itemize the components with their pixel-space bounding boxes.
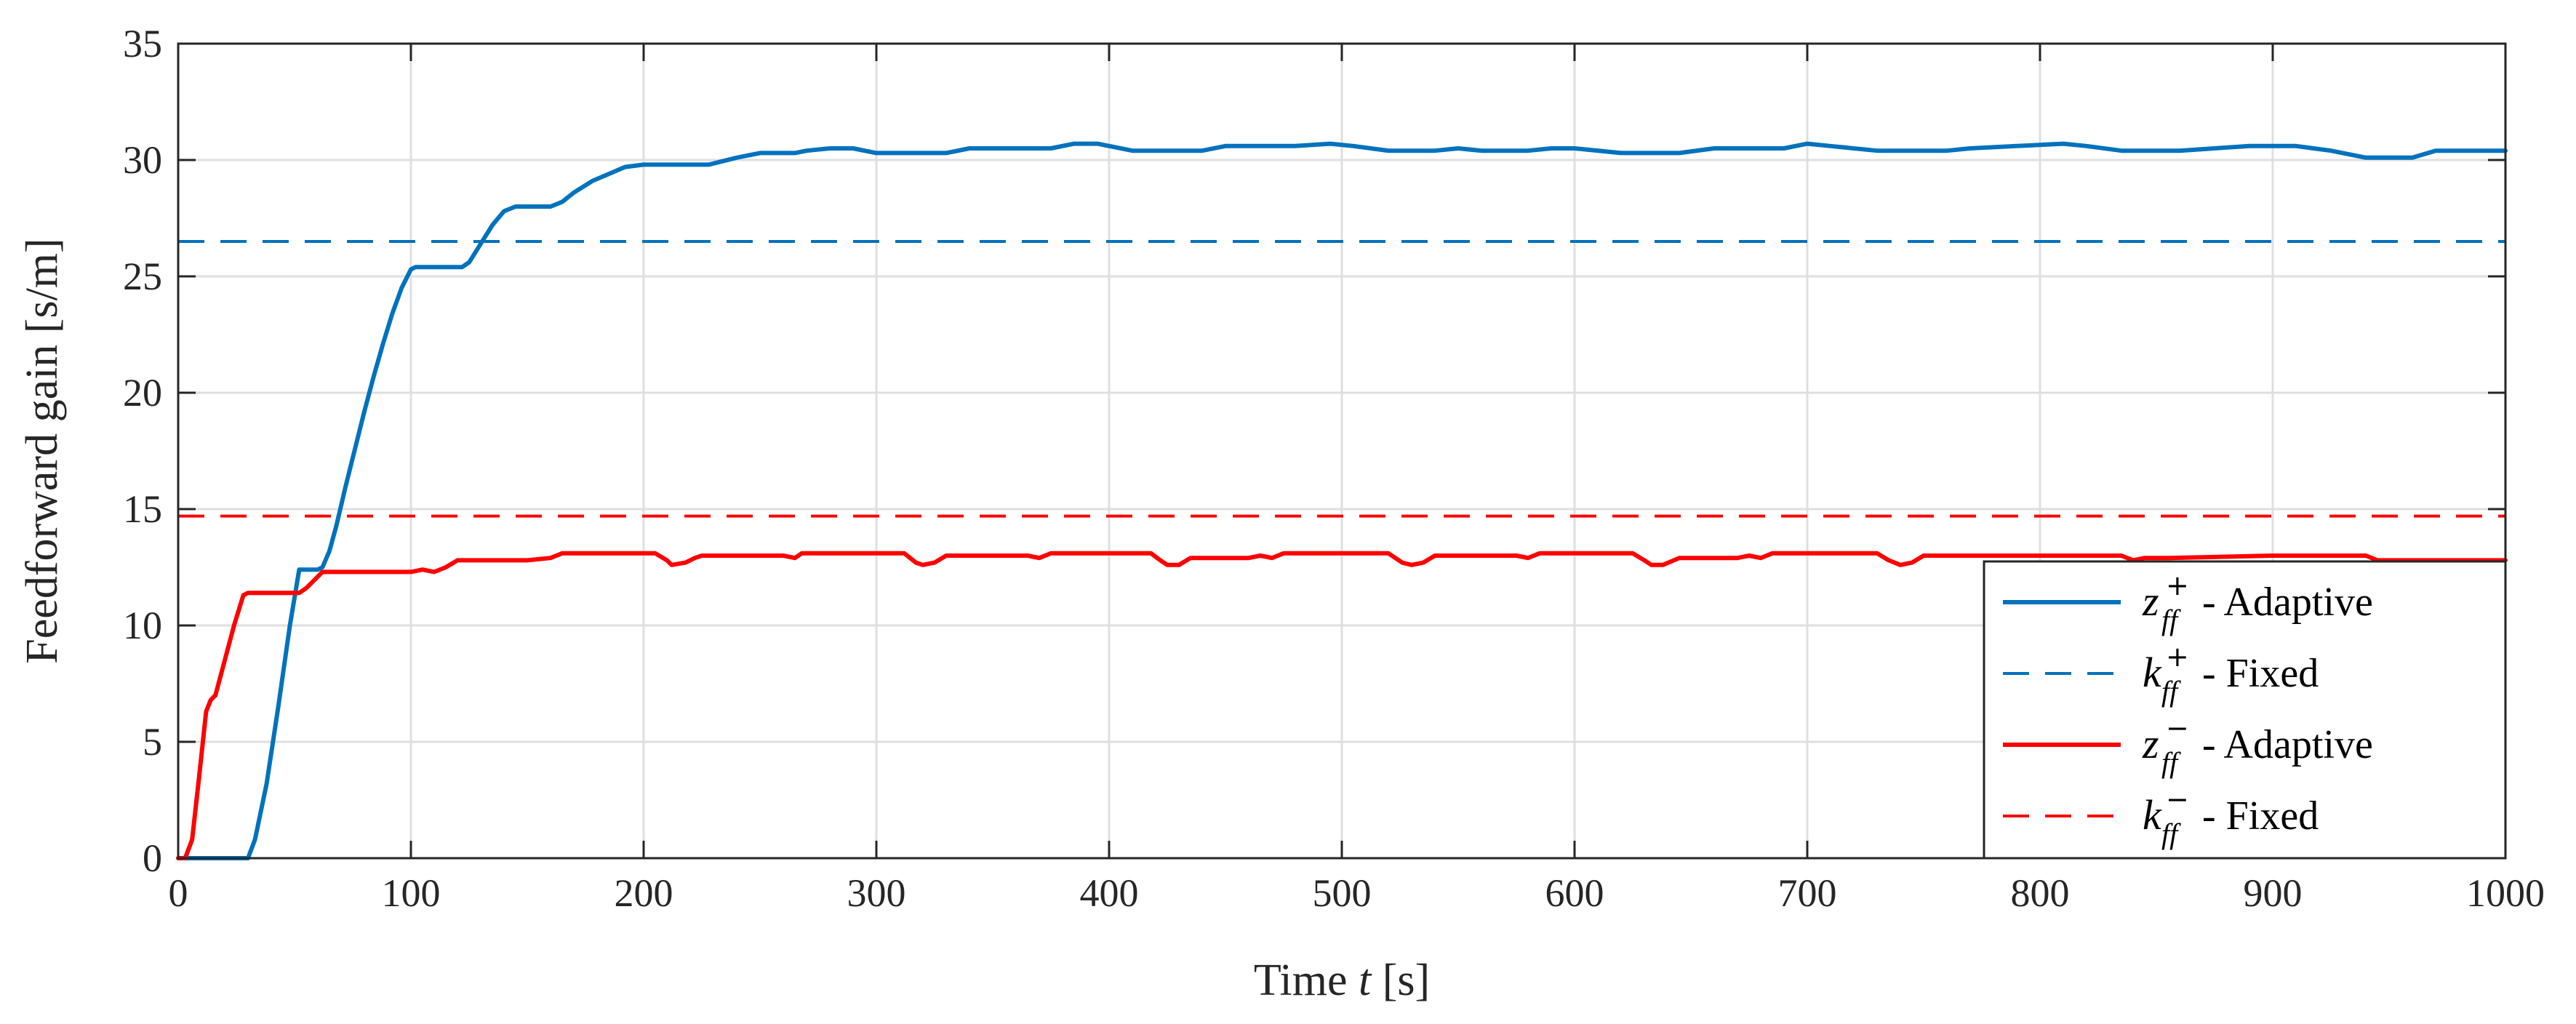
legend-label: - Adaptive (2202, 722, 2373, 767)
legend-entry-2: z −ff - Adaptive (2142, 712, 2373, 779)
legend-superscript: + (2166, 641, 2189, 673)
series-line-2 (176, 551, 2508, 860)
legend-entry-3: k −ff - Fixed (2143, 783, 2319, 850)
y-tick-label: 10 (123, 604, 162, 647)
x-tick-label: 800 (2011, 871, 2070, 915)
x-tick-label: 700 (1778, 871, 1837, 915)
legend-label: - Fixed (2202, 651, 2319, 696)
y-tick-label: 25 (123, 255, 162, 298)
y-axis-label: Feedforward gain [s/m] (17, 238, 67, 663)
x-tick-label: 300 (847, 871, 906, 915)
legend-label: - Adaptive (2202, 580, 2373, 625)
y-tick-label: 35 (123, 22, 162, 65)
legend-entry-0: z +ff - Adaptive (2142, 569, 2373, 636)
x-axis-label: Time t [s] (1254, 956, 1430, 1005)
x-tick-label: 1000 (2466, 871, 2545, 915)
x-tick-label: 100 (382, 871, 441, 915)
y-tick-label: 0 (143, 836, 162, 880)
legend-superscript: − (2166, 712, 2189, 744)
x-axis-label-unit: [s] (1371, 956, 1430, 1005)
legend-symbol: k (2143, 791, 2162, 839)
x-tick-label: 500 (1313, 871, 1372, 915)
ticks: 0 100 200 300 400 500 600 700 800 900 1000 0 5 10 15 20… (123, 22, 2545, 915)
series-layer (176, 141, 2508, 860)
x-axis-label-variable: t (1359, 956, 1372, 1005)
x-tick-label: 200 (615, 871, 673, 915)
legend-symbol: z (2142, 720, 2159, 767)
legend-symbol: z (2142, 577, 2159, 625)
x-tick-label: 900 (2244, 871, 2303, 915)
series-line-0 (176, 141, 2508, 860)
legend-superscript: + (2166, 569, 2189, 601)
legend-symbol: k (2143, 649, 2162, 696)
y-tick-label: 15 (123, 487, 162, 531)
legend-superscript: − (2166, 783, 2189, 815)
y-tick-label: 30 (123, 138, 162, 182)
x-tick-label: 600 (1545, 871, 1604, 915)
x-tick-label: 400 (1080, 871, 1139, 915)
legend-box (1983, 560, 2507, 860)
y-tick-label: 20 (123, 371, 162, 415)
x-tick-label: 0 (169, 871, 188, 915)
x-axis-label-prefix: Time (1254, 956, 1359, 1005)
legend-label: - Fixed (2202, 793, 2319, 839)
y-tick-label: 5 (143, 720, 162, 764)
